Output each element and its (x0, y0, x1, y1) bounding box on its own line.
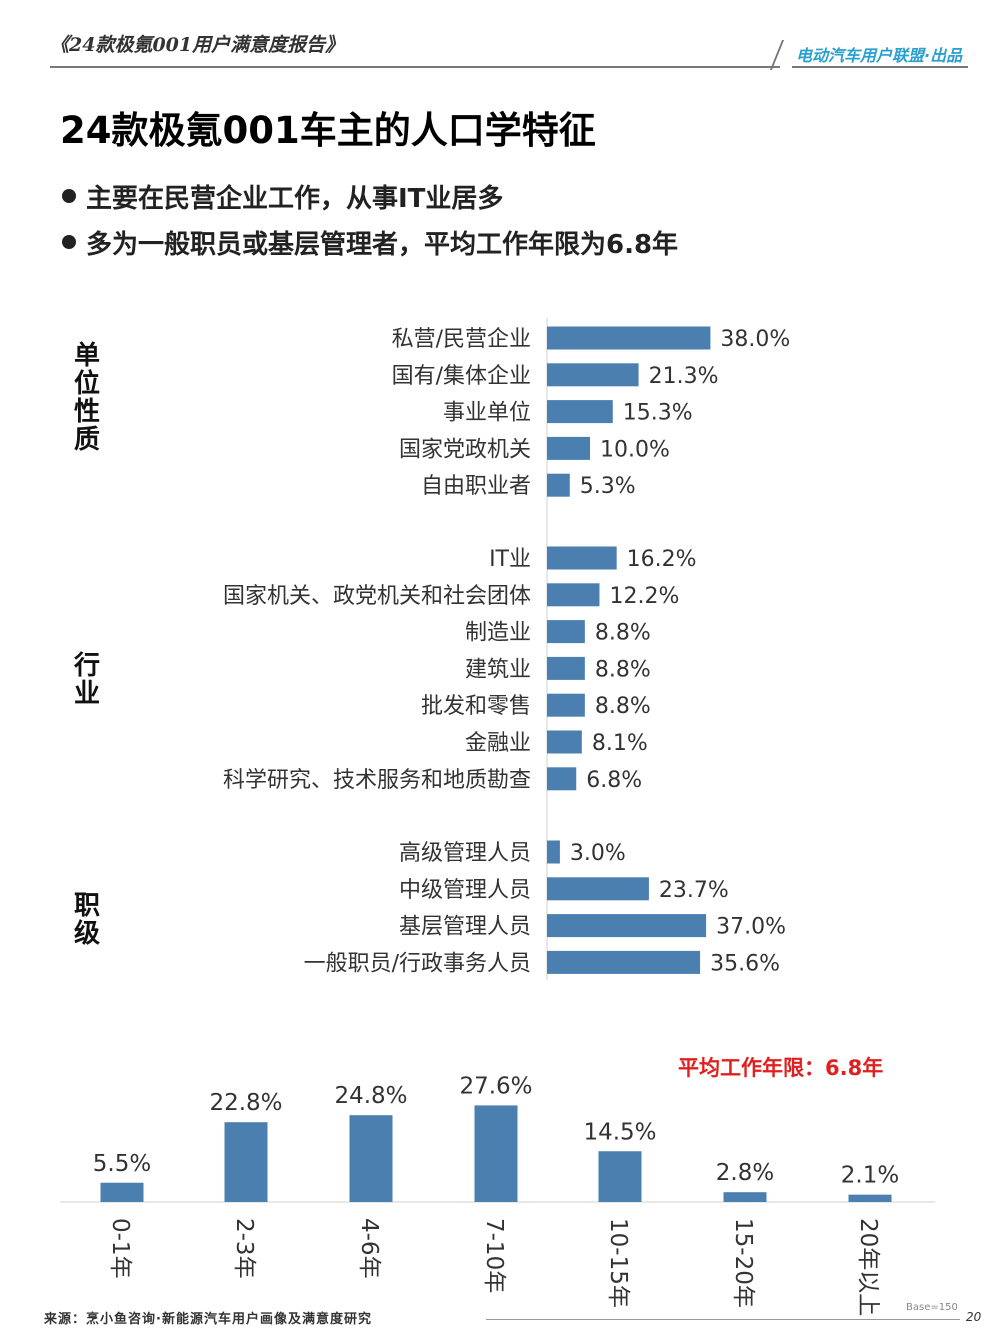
hbar-category-label: IT业 (489, 547, 531, 572)
bullet-text: 主要在民营企业工作，从事IT业居多 (86, 184, 504, 214)
hbar (547, 877, 649, 901)
hbar-value-label: 6.8% (586, 768, 642, 793)
column-category-label: 20年以上 (855, 1218, 881, 1316)
hbar-value-label: 15.3% (623, 401, 693, 426)
column-category-label: 7-10年 (481, 1218, 507, 1293)
column-category-label: 10-15年 (605, 1218, 631, 1308)
hbar-category-label: 高级管理人员 (399, 841, 531, 866)
footer-rule (486, 1319, 960, 1320)
hbar (547, 767, 577, 791)
hbar-category-label: 制造业 (465, 621, 531, 646)
column-value-label: 22.8% (209, 1090, 282, 1116)
hbar (547, 363, 639, 387)
page-number: 20 (966, 1310, 982, 1324)
hbar (547, 693, 585, 717)
hbar-category-label: 自由职业者 (421, 474, 531, 499)
hbar (547, 436, 590, 460)
column-bar (848, 1194, 892, 1202)
section-label-char: 质 (73, 425, 100, 455)
hbar-category-label: 建筑业 (465, 657, 531, 682)
hbar-value-label: 21.3% (649, 364, 719, 389)
section-label-unit-type: 单位性质 (72, 342, 102, 454)
hbar-value-label: 35.6% (710, 951, 780, 976)
hbar-value-label: 8.8% (595, 621, 651, 646)
hbar-value-label: 8.8% (595, 657, 651, 682)
hbar-category-label: 国家机关、政党机关和社会团体 (223, 584, 531, 609)
hbar (547, 840, 560, 864)
hbar-value-label: 3.0% (570, 841, 626, 866)
bullet-dot-icon (62, 235, 76, 249)
column-value-label: 24.8% (334, 1083, 407, 1109)
hbar-value-label: 16.2% (627, 547, 697, 572)
hbar-category-label: 国有/集体企业 (392, 364, 531, 389)
hbar-category-label: 金融业 (465, 731, 531, 756)
hbar-category-label: 国家党政机关 (399, 437, 531, 462)
hbar-value-label: 5.3% (580, 474, 636, 499)
brand-underline (792, 66, 968, 68)
bullet-point: 主要在民营企业工作，从事IT业居多 (62, 178, 503, 215)
column-bar (349, 1115, 393, 1202)
header-rule (50, 66, 780, 68)
column-category-label: 2-3年 (231, 1218, 257, 1279)
brand-label: 电动汽车用户联盟·出品 (796, 46, 963, 65)
column-bar (723, 1192, 767, 1202)
column-category-label: 15-20年 (730, 1218, 756, 1308)
bullet-dot-icon (62, 189, 76, 203)
base-note: Base=150 (906, 1302, 958, 1313)
column-bar (598, 1151, 642, 1202)
hbar (547, 730, 582, 754)
hbar-value-label: 8.8% (595, 694, 651, 719)
bullet-point: 多为一般职员或基层管理者，平均工作年限为6.8年 (62, 224, 678, 261)
bullet-text: 多为一般职员或基层管理者，平均工作年限为6.8年 (86, 230, 679, 260)
hbar (547, 656, 585, 680)
column-value-label: 2.1% (841, 1163, 899, 1189)
report-title: 《24款极氪001用户满意度报告》 (50, 34, 345, 56)
column-value-label: 14.5% (583, 1119, 656, 1145)
section-label-char: 性 (73, 397, 100, 427)
hbar-value-label: 37.0% (716, 915, 786, 940)
hbar-category-label: 私营/民营企业 (392, 327, 531, 352)
hbar-value-label: 23.7% (659, 878, 729, 903)
section-label-char: 业 (73, 679, 100, 709)
section-label-char: 职 (73, 891, 100, 921)
section-label-char: 级 (73, 919, 100, 949)
column-category-label: 0-1年 (107, 1218, 133, 1279)
hbar (547, 400, 613, 424)
hbar (547, 914, 707, 938)
hbar-category-label: 批发和零售 (421, 694, 531, 719)
hbar (547, 950, 701, 974)
hbar-category-label: 科学研究、技术服务和地质勘查 (223, 768, 531, 793)
page-title: 24款极氪001车主的人口学特征 (60, 109, 596, 152)
hbar-value-label: 12.2% (609, 584, 679, 609)
section-label-char: 位 (73, 369, 100, 399)
hbar-value-label: 8.1% (592, 731, 648, 756)
hbar (547, 620, 585, 644)
hbar (547, 473, 570, 497)
hbar-category-label: 中级管理人员 (399, 878, 531, 903)
column-category-label: 4-6年 (356, 1218, 382, 1279)
hbar-category-label: 事业单位 (443, 401, 531, 426)
average-years-note: 平均工作年限：6.8年 (678, 1056, 884, 1080)
hbar-category-label: 基层管理人员 (399, 915, 531, 940)
column-bar (224, 1122, 268, 1202)
column-value-label: 5.5% (93, 1151, 151, 1177)
section-label-char: 行 (73, 651, 100, 681)
column-value-label: 2.8% (716, 1160, 774, 1186)
hbar-value-label: 10.0% (600, 437, 670, 462)
hbar-category-label: 一般职员/行政事务人员 (304, 951, 531, 976)
column-bar (100, 1182, 144, 1202)
hbar (547, 326, 711, 350)
section-label-industry: 行业 (72, 652, 102, 708)
hbar (547, 546, 617, 570)
section-label-rank: 职级 (72, 892, 102, 948)
column-value-label: 27.6% (459, 1073, 532, 1099)
hbar-value-label: 38.0% (720, 327, 790, 352)
source-note: 来源：烹小鱼咨询·新能源汽车用户画像及满意度研究 (44, 1312, 372, 1327)
hbar (547, 583, 600, 607)
column-bar (474, 1105, 518, 1202)
section-label-char: 单 (73, 341, 100, 371)
